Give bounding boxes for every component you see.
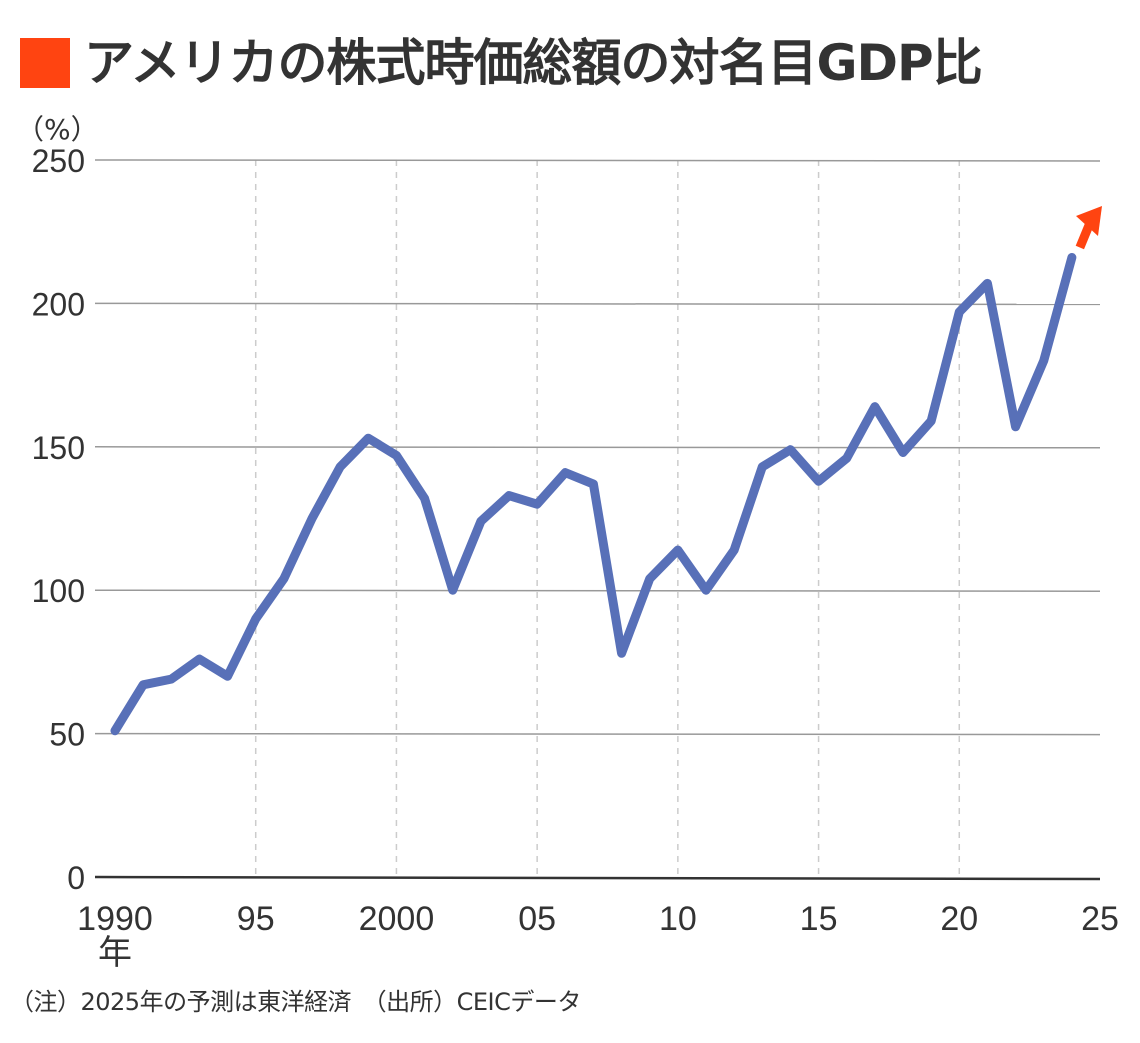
- y-tick-label: 50: [49, 717, 85, 753]
- horizontal-gridline: [94, 589, 1101, 592]
- x-axis-line: [94, 875, 1101, 881]
- data-series: [110, 253, 1077, 736]
- series-line: [110, 253, 1077, 736]
- x-axis-unit-label: 年: [98, 934, 132, 972]
- x-tick-label: 95: [237, 900, 275, 938]
- x-tick-label: 15: [800, 900, 838, 938]
- chart-title-text: アメリカの株式時価総額の対名目GDP比: [84, 34, 983, 92]
- x-tick-label: 25: [1081, 900, 1119, 938]
- footnote: （注）2025年の予測は東洋経済 （出所）CEICデータ: [10, 988, 581, 1016]
- horizontal-gridlines: [94, 159, 1101, 881]
- x-tick-label: 05: [518, 900, 556, 938]
- arrow-head: [1076, 206, 1102, 236]
- x-tick-label: 2000: [359, 900, 435, 938]
- horizontal-gridline: [94, 732, 1101, 736]
- vertical-gridlines: [254, 160, 961, 877]
- y-axis-ticks: 0 50 100 150 200 250: [32, 143, 85, 896]
- y-tick-label: 150: [32, 430, 85, 466]
- forecast-arrow-icon: [1075, 206, 1102, 250]
- y-tick-label: 100: [32, 573, 85, 609]
- x-tick-label: 10: [659, 900, 697, 938]
- x-axis-ticks: 1990 95 2000 05 10 15 20 25 年: [77, 900, 1119, 972]
- chart-title: アメリカの株式時価総額の対名目GDP比: [20, 34, 983, 92]
- y-tick-label: 250: [32, 143, 85, 179]
- y-axis-unit-label: （%）: [16, 113, 99, 146]
- x-tick-label: 20: [940, 900, 978, 938]
- y-tick-label: 0: [67, 860, 85, 896]
- horizontal-gridline: [94, 446, 1101, 449]
- y-tick-label: 200: [32, 286, 85, 322]
- x-tick-label: 1990: [77, 900, 153, 938]
- annotations: [1075, 206, 1102, 250]
- horizontal-gridline: [94, 159, 1101, 162]
- title-marker-square: [20, 38, 70, 88]
- horizontal-gridline: [94, 302, 1101, 306]
